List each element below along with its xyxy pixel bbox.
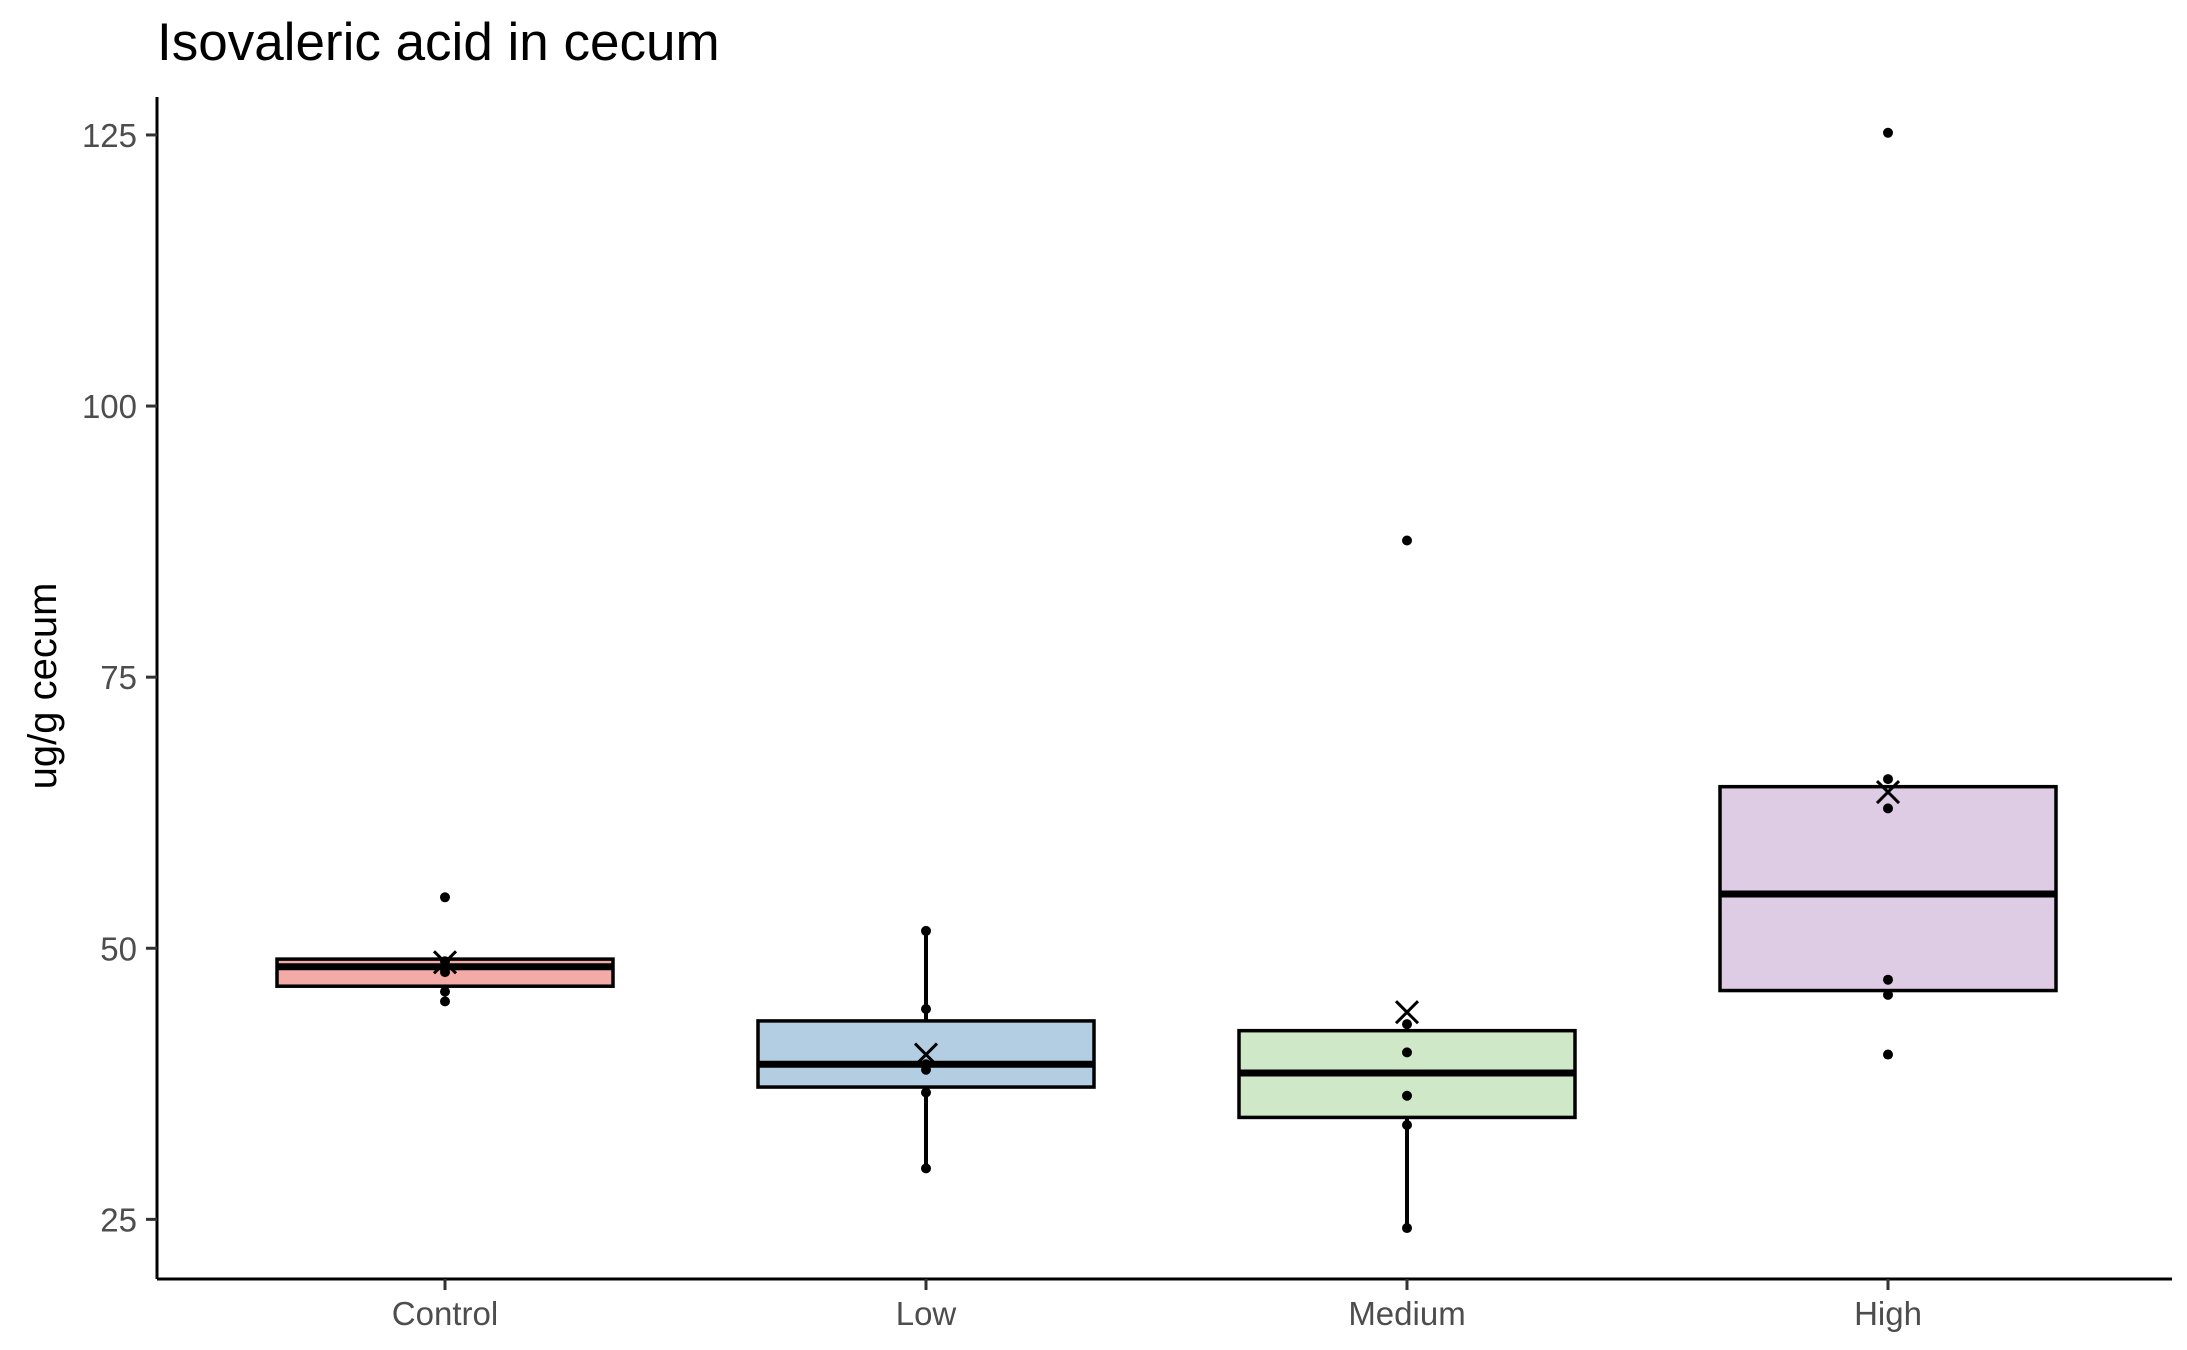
data-point <box>1402 1019 1412 1030</box>
y-tick-label: 75 <box>100 659 137 696</box>
data-point <box>1402 1090 1412 1101</box>
data-point <box>440 996 450 1007</box>
box-group-control <box>275 892 615 1007</box>
box-group-high <box>1718 127 2058 1060</box>
x-tick-label: High <box>1854 1295 1922 1332</box>
data-point <box>1883 774 1893 785</box>
y-tick-label: 100 <box>82 388 137 425</box>
data-point <box>1402 1047 1412 1058</box>
data-point <box>921 1003 931 1014</box>
data-point <box>921 1087 931 1098</box>
y-axis-label: ug/g cecum <box>21 583 65 790</box>
data-point <box>1402 1223 1412 1234</box>
data-point <box>440 892 450 903</box>
y-tick-label: 50 <box>100 930 137 967</box>
data-point <box>1883 803 1893 814</box>
data-point <box>440 986 450 997</box>
data-point <box>1402 535 1412 546</box>
data-point <box>921 1064 931 1075</box>
mean-marker <box>1875 780 1901 805</box>
x-tick-label: Medium <box>1348 1295 1465 1332</box>
mean-marker <box>913 1042 939 1067</box>
y-tick-label: 25 <box>100 1201 137 1238</box>
box-group-low <box>756 925 1096 1174</box>
boxes-layer <box>275 127 2058 1234</box>
x-tick-label: Low <box>896 1295 957 1332</box>
data-point <box>921 1163 931 1174</box>
x-tick-label: Control <box>392 1295 498 1332</box>
data-point <box>440 967 450 978</box>
data-point <box>1883 127 1893 138</box>
mean-marker <box>1394 1000 1420 1025</box>
chart-title: Isovaleric acid in cecum <box>157 13 720 72</box>
mean-marker <box>432 950 458 975</box>
data-point <box>921 925 931 936</box>
y-tick-label: 125 <box>82 117 137 154</box>
data-point <box>1883 974 1893 985</box>
box-rect <box>1718 784 2058 993</box>
data-point <box>1402 1120 1412 1131</box>
data-point <box>1883 989 1893 1000</box>
data-point <box>1883 1049 1893 1060</box>
x-ticks: Control Low Medium High <box>392 1279 1922 1332</box>
y-ticks: 25 50 75 100 125 <box>82 117 157 1238</box>
box-group-medium <box>1237 535 1577 1234</box>
